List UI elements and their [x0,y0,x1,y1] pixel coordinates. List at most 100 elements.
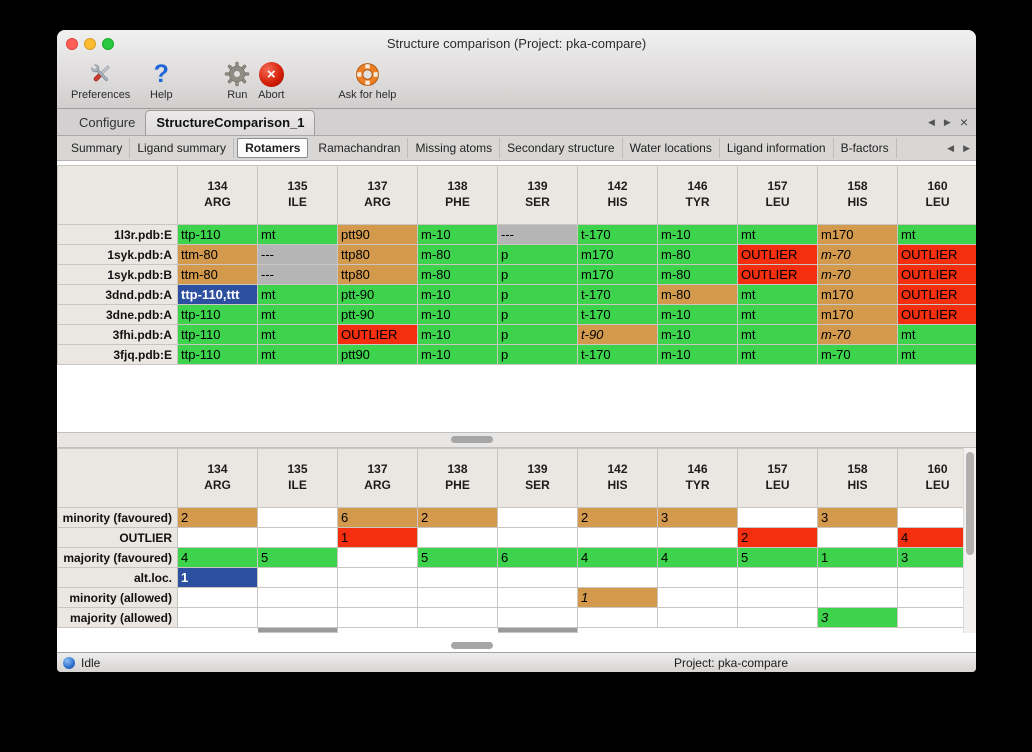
row-label[interactable]: 3dnd.pdb:A [57,284,178,305]
cell[interactable]: ttp-110 [177,324,258,345]
cell[interactable]: m170 [817,224,898,245]
cell[interactable]: mt [257,284,338,305]
cell[interactable]: m-10 [417,224,498,245]
cell[interactable]: m-70 [817,244,898,265]
cell[interactable]: 2 [737,527,818,548]
cell[interactable]: m-80 [657,284,738,305]
cell[interactable]: mt [737,224,818,245]
cell[interactable]: ttp-110 [177,344,258,365]
tab-next-icon[interactable]: ▶ [943,116,951,127]
cell[interactable] [817,567,898,588]
row-label[interactable]: 1syk.pdb:B [57,264,178,285]
cell[interactable]: m170 [577,264,658,285]
cell[interactable]: m-70 [817,264,898,285]
cell[interactable]: 3 [897,547,976,568]
tab-configure[interactable]: Configure [79,115,136,130]
cell[interactable]: m-10 [417,304,498,325]
cell[interactable]: OUTLIER [737,264,818,285]
cell[interactable] [657,587,738,608]
cell[interactable]: 6 [497,547,578,568]
subtab-secondary-structure[interactable]: Secondary structure [500,138,623,158]
cell[interactable] [817,527,898,548]
cell[interactable]: OUTLIER [897,284,976,305]
cell[interactable] [497,587,578,608]
cell[interactable] [817,587,898,608]
cell[interactable]: 2 [177,507,258,528]
vertical-scrollbar[interactable] [963,448,976,633]
cell[interactable]: p [497,284,578,305]
cell[interactable]: 6 [337,507,418,528]
close-button[interactable] [66,38,78,50]
subtab-prev-icon[interactable]: ◀ [947,142,955,153]
cell[interactable]: ttp-110 [177,304,258,325]
cell[interactable]: 4 [657,547,738,568]
cell[interactable] [737,567,818,588]
cell[interactable] [177,587,258,608]
toolbar-button-preferences[interactable]: Preferences [71,59,130,101]
toolbar-button-abort[interactable]: × Abort [256,59,286,101]
cell[interactable]: mt [897,324,976,345]
cell[interactable] [657,607,738,628]
cell[interactable]: mt [737,304,818,325]
cell[interactable]: p [497,264,578,285]
zoom-button[interactable] [102,38,114,50]
cell[interactable]: mt [257,224,338,245]
cell[interactable]: --- [257,264,338,285]
row-label[interactable]: 3fjq.pdb:E [57,344,178,365]
cell[interactable]: m-10 [417,284,498,305]
tab-prev-icon[interactable]: ◀ [927,116,935,127]
cell[interactable]: 5 [737,547,818,568]
cell[interactable]: p [497,304,578,325]
subtab-ligand-summary[interactable]: Ligand summary [130,138,235,158]
cell[interactable] [337,607,418,628]
cell[interactable]: ttp80 [337,264,418,285]
cell[interactable] [417,527,498,548]
row-label[interactable]: minority (allowed) [57,587,178,608]
cell[interactable]: ttp-110 [177,224,258,245]
cell[interactable] [257,607,338,628]
cell[interactable]: m-10 [657,304,738,325]
cell[interactable]: mt [737,284,818,305]
cell[interactable] [337,547,418,568]
cell[interactable]: mt [737,324,818,345]
cell[interactable]: 5 [417,547,498,568]
cell[interactable]: ttp-110,ttt [177,284,258,305]
subtab-water-locations[interactable]: Water locations [623,138,720,158]
cell[interactable] [417,587,498,608]
cell[interactable]: 2 [577,507,658,528]
cell[interactable]: 3 [817,507,898,528]
cell[interactable]: m-80 [417,264,498,285]
cell[interactable]: m-10 [657,344,738,365]
cell[interactable]: t-170 [577,304,658,325]
subtab-ramachandran[interactable]: Ramachandran [311,138,409,158]
cell[interactable]: m-80 [417,244,498,265]
row-label[interactable]: 3fhi.pdb:A [57,324,178,345]
cell[interactable]: OUTLIER [337,324,418,345]
cell[interactable]: 4 [177,547,258,568]
cell[interactable] [497,527,578,548]
subtab-rotamers[interactable]: Rotamers [237,138,309,158]
cell[interactable]: p [497,324,578,345]
cell[interactable]: ttm-80 [177,264,258,285]
cell[interactable]: t-170 [577,224,658,245]
cell[interactable] [737,607,818,628]
toolbar-button-help[interactable]: ? Help [146,59,176,101]
row-label[interactable]: 1syk.pdb:A [57,244,178,265]
cell[interactable]: ttm-80 [177,244,258,265]
cell[interactable]: 4 [577,547,658,568]
cell[interactable]: 3 [817,607,898,628]
cell[interactable]: p [497,344,578,365]
cell[interactable]: ptt-90 [337,284,418,305]
toolbar-button-run[interactable]: Run [222,59,252,101]
cell[interactable]: ttp80 [337,244,418,265]
cell[interactable]: 2 [417,507,498,528]
subtab-next-icon[interactable]: ▶ [963,142,970,153]
cell[interactable] [737,507,818,528]
cell[interactable] [337,567,418,588]
cell[interactable]: ptt-90 [337,304,418,325]
cell[interactable]: --- [497,224,578,245]
cell[interactable]: m-80 [657,264,738,285]
row-label[interactable]: OUTLIER [57,527,178,548]
splitter-handle[interactable] [451,436,493,443]
cell[interactable]: t-90 [577,324,658,345]
